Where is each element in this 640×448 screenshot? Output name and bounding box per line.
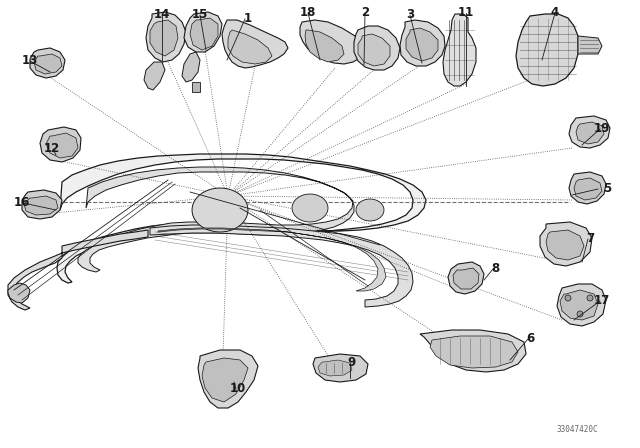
Polygon shape [8, 230, 148, 310]
Polygon shape [158, 228, 386, 291]
Polygon shape [516, 14, 578, 86]
Polygon shape [292, 194, 328, 222]
Circle shape [565, 295, 571, 301]
Polygon shape [313, 354, 368, 382]
Text: 8: 8 [491, 262, 499, 275]
Polygon shape [300, 20, 364, 64]
Text: 9: 9 [348, 356, 356, 369]
Polygon shape [406, 28, 438, 61]
Polygon shape [443, 14, 476, 86]
Polygon shape [574, 178, 602, 200]
Polygon shape [448, 262, 484, 294]
Polygon shape [46, 133, 78, 158]
Text: 5: 5 [603, 181, 611, 194]
Text: 13: 13 [22, 53, 38, 66]
Polygon shape [569, 116, 610, 148]
Polygon shape [222, 20, 288, 68]
Polygon shape [578, 36, 602, 54]
Polygon shape [40, 127, 81, 162]
Polygon shape [198, 350, 258, 408]
Polygon shape [182, 52, 200, 82]
Polygon shape [420, 330, 526, 372]
Text: 12: 12 [44, 142, 60, 155]
Polygon shape [184, 12, 222, 52]
Polygon shape [192, 188, 248, 232]
Polygon shape [24, 196, 58, 215]
Polygon shape [358, 34, 390, 66]
Polygon shape [540, 222, 592, 266]
Polygon shape [318, 360, 352, 376]
Polygon shape [150, 20, 178, 56]
Text: 17: 17 [594, 293, 610, 306]
Polygon shape [560, 290, 598, 320]
Text: 10: 10 [230, 382, 246, 395]
Polygon shape [430, 336, 518, 368]
Text: 16: 16 [14, 195, 30, 208]
Text: 19: 19 [594, 121, 610, 134]
Polygon shape [546, 230, 584, 260]
Polygon shape [192, 82, 200, 92]
Text: 15: 15 [192, 8, 208, 21]
Polygon shape [228, 30, 272, 64]
Polygon shape [354, 26, 400, 70]
Polygon shape [146, 12, 186, 62]
Polygon shape [557, 284, 606, 326]
Text: 33047420C: 33047420C [556, 425, 598, 434]
Polygon shape [30, 48, 65, 78]
Polygon shape [453, 268, 479, 289]
Polygon shape [569, 172, 606, 204]
Polygon shape [202, 358, 248, 402]
Polygon shape [190, 18, 218, 50]
Circle shape [577, 311, 583, 317]
Polygon shape [22, 190, 62, 219]
Text: 7: 7 [586, 232, 594, 245]
Text: 1: 1 [244, 12, 252, 25]
Polygon shape [305, 30, 344, 62]
Text: 14: 14 [154, 8, 170, 21]
Text: 2: 2 [361, 5, 369, 18]
Polygon shape [576, 122, 604, 144]
Circle shape [587, 295, 593, 301]
Polygon shape [144, 62, 165, 90]
Polygon shape [78, 167, 354, 272]
Polygon shape [150, 225, 413, 307]
Polygon shape [356, 199, 384, 221]
Text: 4: 4 [551, 5, 559, 18]
Text: 6: 6 [526, 332, 534, 345]
Polygon shape [34, 54, 62, 74]
Polygon shape [400, 20, 445, 66]
Text: 11: 11 [458, 5, 474, 18]
Text: 18: 18 [300, 5, 316, 18]
Polygon shape [57, 154, 426, 283]
Polygon shape [8, 283, 30, 303]
Text: 3: 3 [406, 8, 414, 21]
